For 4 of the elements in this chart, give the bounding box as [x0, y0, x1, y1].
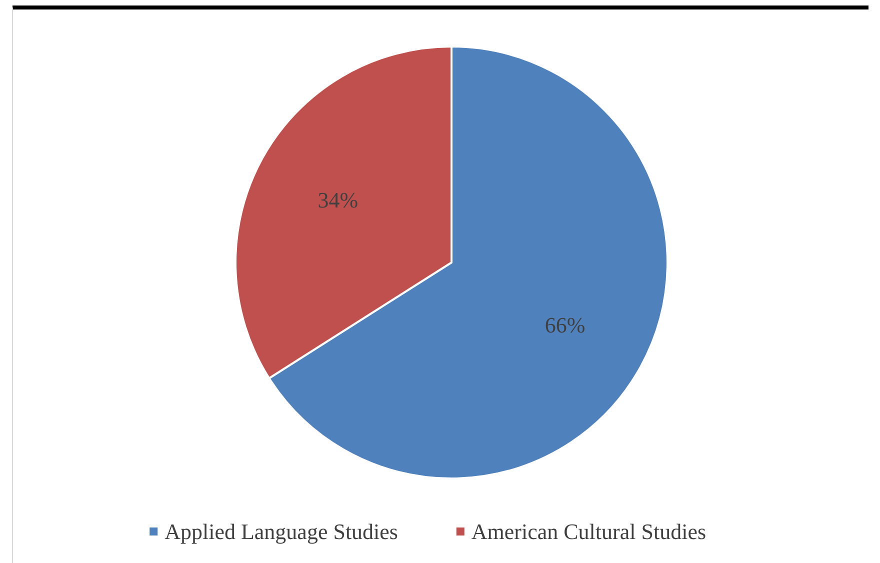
data-label: 34%: [318, 188, 358, 213]
legend-label: Applied Language Studies: [164, 519, 398, 544]
legend-label: American Cultural Studies: [471, 519, 706, 544]
data-label: 66%: [544, 312, 586, 338]
